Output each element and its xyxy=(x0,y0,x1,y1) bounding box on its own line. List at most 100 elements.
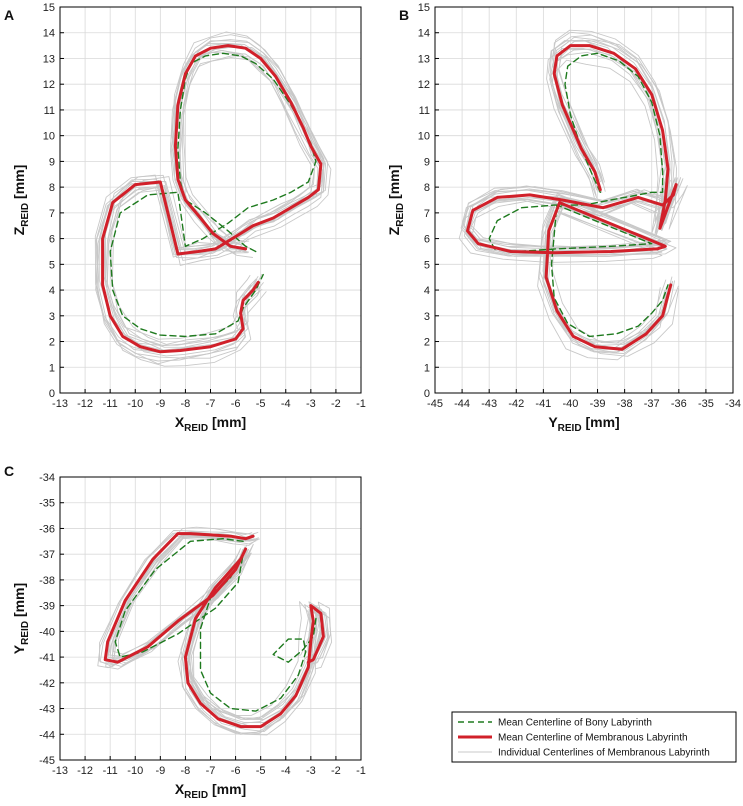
bony-mean-centerline xyxy=(488,52,669,338)
y-tick-label: 2 xyxy=(49,337,55,349)
y-tick-label: 11 xyxy=(419,105,430,117)
y-tick-label: -36 xyxy=(39,523,55,535)
legend-box xyxy=(451,711,737,763)
x-tick-label: -2 xyxy=(331,398,341,410)
x-axis-label: XREID [mm] xyxy=(175,414,246,434)
y-tick-label: 10 xyxy=(418,131,430,143)
individual-centerline xyxy=(101,46,332,367)
y-tick-label: -38 xyxy=(39,575,55,587)
y-tick-label: 7 xyxy=(49,208,55,220)
x-tick-label: -5 xyxy=(256,765,266,777)
individual-centerline xyxy=(105,536,333,736)
y-tick-label: -39 xyxy=(39,601,55,613)
y-axis-label: ZREID [mm] xyxy=(386,165,406,236)
x-tick-label: -6 xyxy=(231,765,241,777)
x-tick-label: -42 xyxy=(508,398,524,410)
y-tick-label: -42 xyxy=(39,678,55,690)
x-tick-label: -9 xyxy=(155,765,165,777)
membranous-mean-centerline xyxy=(101,44,323,354)
x-tick-label: -41 xyxy=(535,398,551,410)
x-tick-label: -11 xyxy=(103,765,118,777)
individual-centerline xyxy=(107,534,329,732)
individual-centerline xyxy=(113,535,327,723)
x-tick-label: -37 xyxy=(644,398,660,410)
x-tick-label: -12 xyxy=(77,765,93,777)
panel-label: C xyxy=(4,463,14,479)
y-tick-label: -44 xyxy=(39,729,55,741)
y-tick-label: -41 xyxy=(39,652,55,664)
y-tick-label: 10 xyxy=(43,131,55,143)
x-tick-label: -38 xyxy=(617,398,633,410)
x-tick-label: -12 xyxy=(77,398,93,410)
y-tick-label: -40 xyxy=(39,626,55,638)
x-tick-label: -13 xyxy=(52,398,68,410)
individual-centerline xyxy=(461,40,671,344)
legend-entry: Mean Centerline of Bony Labyrinth xyxy=(498,718,652,729)
y-tick-label: 4 xyxy=(49,285,55,297)
y-tick-label: -37 xyxy=(39,549,55,561)
individual-centerline xyxy=(99,43,316,346)
y-tick-label: 11 xyxy=(44,105,55,117)
panel-label: B xyxy=(399,7,409,23)
y-tick-label: 0 xyxy=(424,388,430,400)
panel-B: -45 -44 -43 -42 -41 -40 -39 -38 -37 -36 -35 -340123… xyxy=(386,2,741,434)
bony-mean-centerline xyxy=(114,538,317,712)
x-tick-label: -7 xyxy=(206,765,216,777)
individual-centerline xyxy=(106,55,324,357)
y-tick-label: 12 xyxy=(418,79,430,91)
y-tick-label: -45 xyxy=(39,755,55,767)
individual-centerline xyxy=(108,535,312,716)
x-tick-label: -45 xyxy=(427,398,443,410)
x-tick-label: -11 xyxy=(103,398,118,410)
y-tick-label: 14 xyxy=(43,28,55,40)
x-tick-label: -2 xyxy=(331,765,341,777)
y-tick-label: 6 xyxy=(424,234,430,246)
membranous-mean-centerline xyxy=(466,44,678,351)
y-tick-label: 3 xyxy=(424,311,430,323)
panel-A: -13 -12 -11 -10 -9 -8 -7 -6 -5 -4 -3 -2 -10123456789… xyxy=(4,2,366,434)
x-axis-label: YREID [mm] xyxy=(548,414,619,434)
y-tick-label: 12 xyxy=(43,79,55,91)
panel-C: -13 -12 -11 -10 -9 -8 -7 -6 -5 -4 -3 -2 -1 -45 -44 -43 -… xyxy=(4,463,366,801)
x-tick-label: -8 xyxy=(181,765,191,777)
y-tick-label: 9 xyxy=(49,156,55,168)
x-tick-label: -34 xyxy=(725,398,741,410)
x-tick-label: -3 xyxy=(306,765,316,777)
plot-frame xyxy=(434,6,734,394)
legend-entry: Individual Centerlines of Membranous Lab… xyxy=(498,748,710,759)
y-tick-label: 13 xyxy=(418,53,430,65)
x-tick-label: -3 xyxy=(306,398,316,410)
y-axis-label: ZREID [mm] xyxy=(11,165,31,236)
x-tick-label: -6 xyxy=(231,398,241,410)
individual-centerline xyxy=(99,530,328,735)
individual-centerline xyxy=(96,42,325,359)
y-tick-label: -35 xyxy=(39,498,55,510)
x-tick-label: -43 xyxy=(481,398,497,410)
x-tick-label: -8 xyxy=(181,398,191,410)
x-tick-label: -39 xyxy=(590,398,606,410)
x-tick-label: -9 xyxy=(155,398,165,410)
legend-entry: Mean Centerline of Membranous Labyrinth xyxy=(498,733,688,744)
x-tick-label: -10 xyxy=(127,398,143,410)
y-tick-label: 14 xyxy=(418,28,430,40)
y-tick-label: 1 xyxy=(49,362,55,374)
x-tick-label: -4 xyxy=(281,398,291,410)
y-tick-label: 8 xyxy=(424,182,430,194)
y-tick-label: -34 xyxy=(39,472,55,484)
x-tick-label: -4 xyxy=(281,765,291,777)
x-tick-label: -1 xyxy=(356,398,366,410)
legend: Mean Centerline of Bony Labyrinth Mean Ce… xyxy=(451,711,737,763)
individual-centerline xyxy=(462,29,684,352)
y-tick-label: 6 xyxy=(49,234,55,246)
y-tick-label: 13 xyxy=(43,53,55,65)
x-axis-label: XREID [mm] xyxy=(175,781,246,801)
panel-label: A xyxy=(4,7,14,23)
x-tick-label: -13 xyxy=(52,765,68,777)
y-tick-label: 5 xyxy=(424,259,430,271)
y-tick-label: 0 xyxy=(49,388,55,400)
y-tick-label: 4 xyxy=(424,285,430,297)
y-tick-label: 8 xyxy=(49,182,55,194)
membranous-mean-centerline xyxy=(103,532,325,729)
y-axis-label: YREID [mm] xyxy=(11,583,31,654)
